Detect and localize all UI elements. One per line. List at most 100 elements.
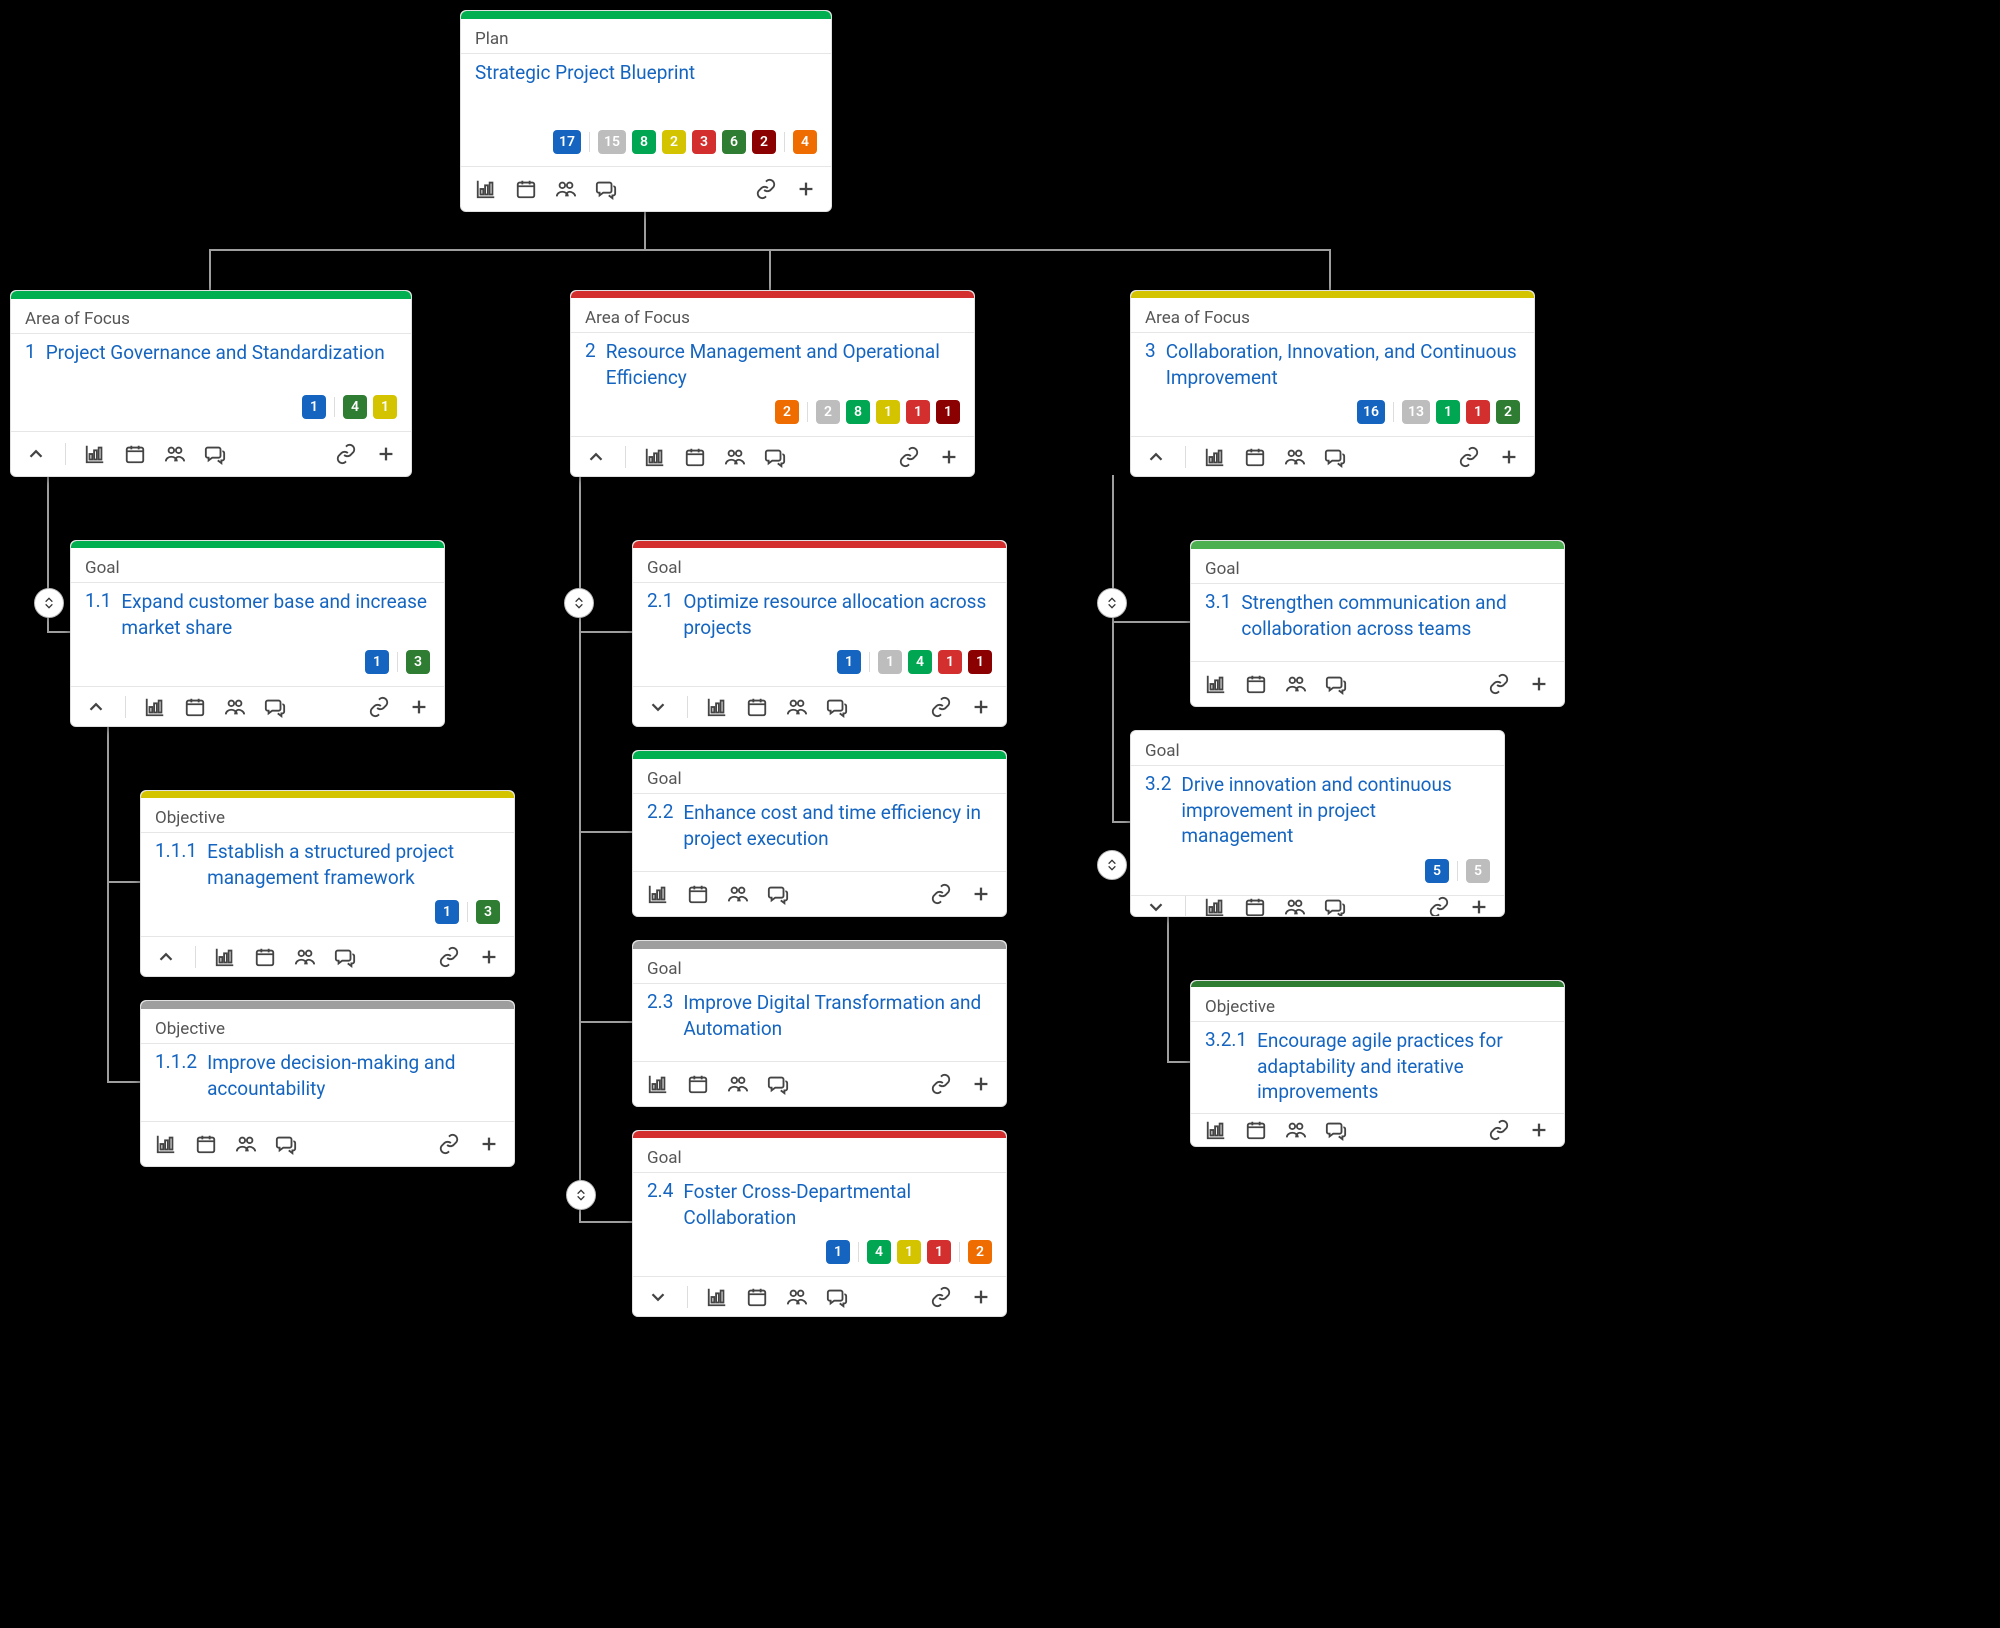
people-icon[interactable] — [1285, 673, 1307, 695]
expand-icon[interactable] — [155, 946, 177, 968]
chart-icon[interactable] — [644, 446, 666, 468]
people-icon[interactable] — [555, 178, 577, 200]
people-icon[interactable] — [786, 696, 808, 718]
link-icon[interactable] — [898, 446, 920, 468]
calendar-icon[interactable] — [1244, 446, 1266, 468]
add-icon[interactable] — [375, 443, 397, 465]
expand-icon[interactable] — [585, 446, 607, 468]
card-title[interactable]: Encourage agile practices for adaptabili… — [1257, 1028, 1550, 1105]
add-icon[interactable] — [970, 1286, 992, 1308]
link-icon[interactable] — [930, 696, 952, 718]
collapse-toggle[interactable] — [564, 588, 594, 618]
people-icon[interactable] — [1284, 446, 1306, 468]
card-title[interactable]: Resource Management and Operational Effi… — [606, 339, 960, 390]
card-g32[interactable]: Goal 3.2 Drive innovation and continuous… — [1130, 730, 1505, 917]
comment-icon[interactable] — [826, 1286, 848, 1308]
people-icon[interactable] — [786, 1286, 808, 1308]
chart-icon[interactable] — [706, 696, 728, 718]
link-icon[interactable] — [368, 696, 390, 718]
link-icon[interactable] — [930, 883, 952, 905]
chart-icon[interactable] — [214, 946, 236, 968]
card-title[interactable]: Improve Digital Transformation and Autom… — [683, 990, 992, 1041]
card-title[interactable]: Establish a structured project managemen… — [207, 839, 500, 890]
people-icon[interactable] — [294, 946, 316, 968]
comment-icon[interactable] — [1325, 673, 1347, 695]
add-icon[interactable] — [970, 1073, 992, 1095]
card-title[interactable]: Improve decision-making and accountabili… — [207, 1050, 500, 1101]
add-icon[interactable] — [1528, 1119, 1550, 1141]
chart-icon[interactable] — [144, 696, 166, 718]
chart-icon[interactable] — [155, 1133, 177, 1155]
chart-icon[interactable] — [1205, 673, 1227, 695]
add-icon[interactable] — [970, 696, 992, 718]
chart-icon[interactable] — [1204, 896, 1226, 917]
calendar-icon[interactable] — [687, 883, 709, 905]
comment-icon[interactable] — [595, 178, 617, 200]
people-icon[interactable] — [235, 1133, 257, 1155]
people-icon[interactable] — [724, 446, 746, 468]
card-title[interactable]: Enhance cost and time efficiency in proj… — [683, 800, 992, 851]
link-icon[interactable] — [930, 1073, 952, 1095]
chart-icon[interactable] — [84, 443, 106, 465]
card-o112[interactable]: Objective 1.1.2 Improve decision-making … — [140, 1000, 515, 1167]
comment-icon[interactable] — [264, 696, 286, 718]
card-a2[interactable]: Area of Focus 2 Resource Management and … — [570, 290, 975, 477]
card-o111[interactable]: Objective 1.1.1 Establish a structured p… — [140, 790, 515, 977]
comment-icon[interactable] — [767, 1073, 789, 1095]
people-icon[interactable] — [1285, 1119, 1307, 1141]
add-icon[interactable] — [970, 883, 992, 905]
add-icon[interactable] — [1468, 896, 1490, 917]
chart-icon[interactable] — [475, 178, 497, 200]
calendar-icon[interactable] — [195, 1133, 217, 1155]
comment-icon[interactable] — [334, 946, 356, 968]
card-title[interactable]: Strategic Project Blueprint — [475, 60, 817, 86]
comment-icon[interactable] — [826, 696, 848, 718]
card-a3[interactable]: Area of Focus 3 Collaboration, Innovatio… — [1130, 290, 1535, 477]
chart-icon[interactable] — [647, 1073, 669, 1095]
card-g21[interactable]: Goal 2.1 Optimize resource allocation ac… — [632, 540, 1007, 727]
card-title[interactable]: Foster Cross-Departmental Collaboration — [683, 1179, 992, 1230]
chart-icon[interactable] — [1204, 446, 1226, 468]
add-icon[interactable] — [795, 178, 817, 200]
comment-icon[interactable] — [1324, 446, 1346, 468]
calendar-icon[interactable] — [684, 446, 706, 468]
comment-icon[interactable] — [275, 1133, 297, 1155]
chart-icon[interactable] — [647, 883, 669, 905]
link-icon[interactable] — [438, 946, 460, 968]
card-title[interactable]: Drive innovation and continuous improvem… — [1181, 772, 1490, 849]
expand-icon[interactable] — [1145, 896, 1167, 917]
calendar-icon[interactable] — [124, 443, 146, 465]
calendar-icon[interactable] — [746, 696, 768, 718]
calendar-icon[interactable] — [746, 1286, 768, 1308]
expand-icon[interactable] — [25, 443, 47, 465]
collapse-toggle[interactable] — [1097, 588, 1127, 618]
people-icon[interactable] — [164, 443, 186, 465]
collapse-toggle[interactable] — [1097, 850, 1127, 880]
add-icon[interactable] — [478, 1133, 500, 1155]
comment-icon[interactable] — [1325, 1119, 1347, 1141]
people-icon[interactable] — [727, 1073, 749, 1095]
expand-icon[interactable] — [647, 1286, 669, 1308]
link-icon[interactable] — [1488, 1119, 1510, 1141]
calendar-icon[interactable] — [687, 1073, 709, 1095]
card-g23[interactable]: Goal 2.3 Improve Digital Transformation … — [632, 940, 1007, 1107]
people-icon[interactable] — [224, 696, 246, 718]
calendar-icon[interactable] — [1245, 1119, 1267, 1141]
card-title[interactable]: Strengthen communication and collaborati… — [1241, 590, 1550, 641]
link-icon[interactable] — [755, 178, 777, 200]
card-plan[interactable]: Plan Strategic Project Blueprint 1715823… — [460, 10, 832, 212]
card-g24[interactable]: Goal 2.4 Foster Cross-Departmental Colla… — [632, 1130, 1007, 1317]
calendar-icon[interactable] — [1244, 896, 1266, 917]
chart-icon[interactable] — [706, 1286, 728, 1308]
collapse-toggle[interactable] — [34, 588, 64, 618]
link-icon[interactable] — [335, 443, 357, 465]
card-title[interactable]: Expand customer base and increase market… — [121, 589, 430, 640]
people-icon[interactable] — [1284, 896, 1306, 917]
card-a1[interactable]: Area of Focus 1 Project Governance and S… — [10, 290, 412, 477]
card-title[interactable]: Project Governance and Standardization — [46, 340, 385, 366]
card-g11[interactable]: Goal 1.1 Expand customer base and increa… — [70, 540, 445, 727]
comment-icon[interactable] — [204, 443, 226, 465]
add-icon[interactable] — [938, 446, 960, 468]
calendar-icon[interactable] — [184, 696, 206, 718]
expand-icon[interactable] — [85, 696, 107, 718]
